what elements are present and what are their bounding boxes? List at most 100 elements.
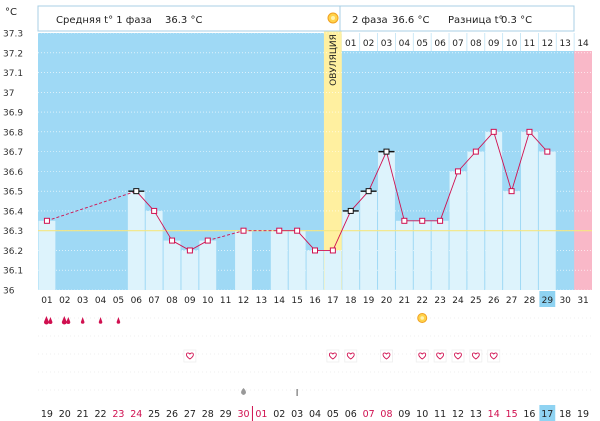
temperature-point[interactable] xyxy=(151,207,158,214)
temperature-point[interactable] xyxy=(347,207,354,214)
heart-icon-shape xyxy=(489,352,498,360)
y-tick-label: 36 xyxy=(3,287,15,297)
temperature-bar xyxy=(467,151,485,290)
temperature-line xyxy=(368,151,387,192)
day-label: 17 xyxy=(327,296,338,306)
temperature-bar xyxy=(431,220,449,290)
temperature-point[interactable] xyxy=(526,128,533,135)
temperature-bar xyxy=(395,220,413,290)
day-label: 21 xyxy=(399,296,410,306)
ovulation-label: ОВУЛЯЦИЯ xyxy=(329,34,339,86)
drop-icon-shape xyxy=(80,317,85,324)
temperature-point[interactable] xyxy=(43,217,50,224)
date-label: 23 xyxy=(112,409,124,420)
temperature-point[interactable] xyxy=(186,247,193,254)
temperature-point[interactable] xyxy=(490,128,497,135)
phase1-summary-box xyxy=(37,5,341,32)
heart-icon-shape xyxy=(418,352,427,360)
temperature-line xyxy=(296,230,316,251)
last-day-band xyxy=(574,33,592,290)
temperature-bar xyxy=(306,250,324,290)
temperature-point[interactable] xyxy=(383,148,390,155)
temperature-bar xyxy=(181,250,199,290)
temperature-bar xyxy=(145,210,163,290)
temperature-bar xyxy=(163,240,181,290)
heart-icon-shape xyxy=(186,352,194,360)
temperature-point[interactable] xyxy=(169,237,176,244)
heart-icon-frame xyxy=(380,349,393,363)
temperature-point[interactable] xyxy=(329,247,336,254)
heart-icon-shape xyxy=(471,352,480,360)
day-label: 30 xyxy=(559,296,571,306)
date-label: 25 xyxy=(148,409,160,420)
temperature-bar xyxy=(38,220,56,290)
temperature-bar xyxy=(521,131,538,290)
date-label: 16 xyxy=(523,409,535,420)
day-label: 02 xyxy=(59,296,70,306)
y-tick-label: 36.1 xyxy=(3,267,23,277)
temperature-point[interactable] xyxy=(276,227,283,234)
phase1-label: Средняя t° 1 фаза xyxy=(56,15,152,26)
phase2-day-number: 06 xyxy=(434,39,446,49)
day-label: 13 xyxy=(256,296,267,306)
temperature-point[interactable] xyxy=(419,217,426,224)
temperature-point[interactable] xyxy=(437,217,444,224)
day-label: 26 xyxy=(488,296,500,306)
y-tick-label: 37 xyxy=(3,89,14,99)
temperature-point[interactable] xyxy=(294,227,301,234)
drop-icon xyxy=(61,316,71,325)
drop-icon-shape xyxy=(116,317,121,324)
date-label: 15 xyxy=(506,409,518,420)
phase2-day-number: 12 xyxy=(542,39,553,49)
heart-icon xyxy=(344,349,358,363)
temperature-bar xyxy=(485,131,503,290)
temperature-point[interactable] xyxy=(133,188,140,195)
heart-icon-frame xyxy=(433,349,447,363)
temperature-point[interactable] xyxy=(240,227,247,234)
temperature-bar xyxy=(378,151,395,290)
day-label: 01 xyxy=(41,296,52,306)
temperature-line xyxy=(493,131,513,192)
temperature-point[interactable] xyxy=(508,188,515,195)
temperature-line xyxy=(386,151,405,221)
y-tick-label: 36.9 xyxy=(3,109,23,119)
temperature-point[interactable] xyxy=(544,148,551,155)
drop-icon-shape xyxy=(43,316,49,325)
date-label: 10 xyxy=(416,409,428,420)
date-label: 07 xyxy=(363,409,375,420)
temperature-bar xyxy=(503,191,521,290)
phase1-value: 36.3 °C xyxy=(165,15,202,26)
drop-icon xyxy=(116,317,121,324)
temperature-point[interactable] xyxy=(312,247,318,254)
heart-icon xyxy=(451,349,465,363)
heart-icon-frame xyxy=(487,349,501,363)
temperature-point[interactable] xyxy=(472,148,479,155)
drop-icon-shape xyxy=(61,316,67,325)
drop-icon-shape xyxy=(98,317,103,324)
temperature-point[interactable] xyxy=(454,168,461,175)
drop-icon-shape xyxy=(48,317,53,324)
phase2-day-number: 05 xyxy=(416,39,427,49)
phase2-day-number: 04 xyxy=(399,39,411,49)
temperature-point[interactable] xyxy=(365,188,372,195)
date-label: 19 xyxy=(41,409,53,420)
temperature-point[interactable] xyxy=(204,237,211,244)
heart-icon-frame xyxy=(183,349,197,363)
date-label: 06 xyxy=(345,409,357,420)
day-label: 09 xyxy=(184,296,196,306)
y-tick-label: 36.7 xyxy=(3,148,23,158)
heart-icon-frame xyxy=(344,349,358,363)
day-label: 18 xyxy=(345,296,357,306)
phase2-day-number: 03 xyxy=(381,39,392,49)
temperature-line-gap xyxy=(46,190,137,222)
heart-icon-shape xyxy=(346,352,355,360)
date-label: 04 xyxy=(309,409,321,420)
day-label: 31 xyxy=(577,296,588,306)
phase2-value: 36.6 °C xyxy=(392,15,429,26)
heart-icon xyxy=(183,349,197,363)
heart-icon-shape xyxy=(436,352,444,360)
temperature-line xyxy=(153,210,173,241)
heart-icon xyxy=(433,349,447,363)
temperature-point[interactable] xyxy=(401,217,408,224)
